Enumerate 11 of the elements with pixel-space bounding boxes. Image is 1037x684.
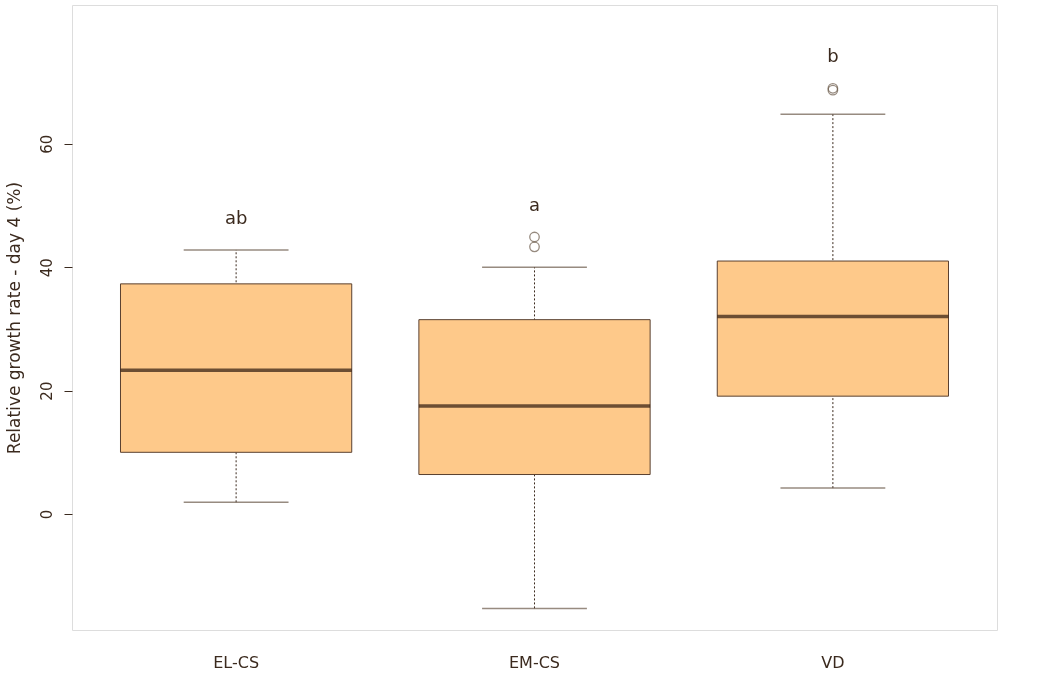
y-axis-title: Relative growth rate - day 4 (%)	[3, 181, 24, 455]
x-tick-label: EL-CS	[213, 652, 260, 672]
y-tick-label: 0	[37, 509, 56, 520]
x-tick-label: EM-CS	[508, 652, 561, 672]
annotation: b	[827, 45, 839, 67]
annotation: a	[528, 193, 541, 215]
annotation: ab	[224, 206, 248, 228]
y-tick-label: 20	[37, 381, 56, 401]
x-tick-label: VD	[821, 652, 845, 672]
y-tick-label: 60	[37, 134, 56, 154]
y-tick-label: 40	[37, 258, 56, 278]
